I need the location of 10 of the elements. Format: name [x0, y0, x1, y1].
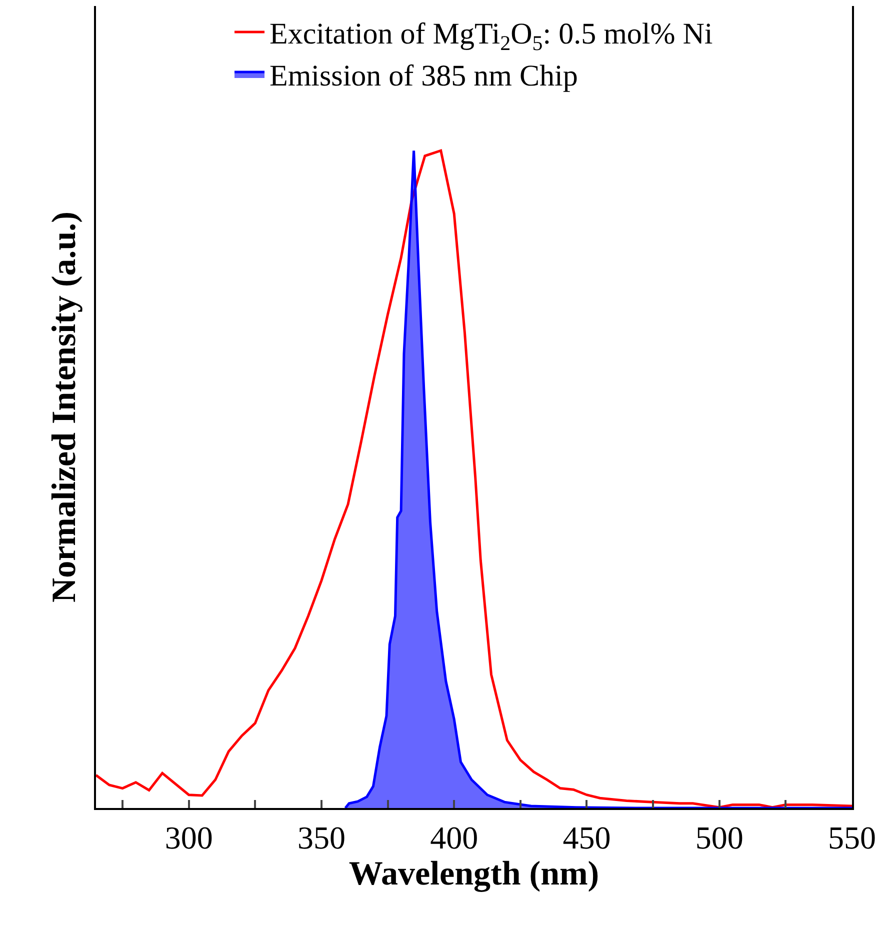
x-tick-label: 450 — [562, 819, 611, 856]
x-tick-label: 300 — [164, 819, 213, 856]
legend-label: Excitation of MgTi$_{2}$O$_{5}$: 0.5 mol% Ni — [270, 18, 713, 55]
y-axis-title: Normalized Intensity (a.u.) — [46, 212, 84, 602]
legend-label: Emission of 385 nm Chip — [270, 60, 578, 93]
x-tick-label: 550 — [828, 819, 876, 856]
x-tick-label: 400 — [430, 819, 478, 856]
x-tick-label: 500 — [695, 819, 744, 856]
x-tick-label: 350 — [297, 819, 346, 856]
x-axis-title: Wavelength (nm) — [348, 855, 600, 892]
